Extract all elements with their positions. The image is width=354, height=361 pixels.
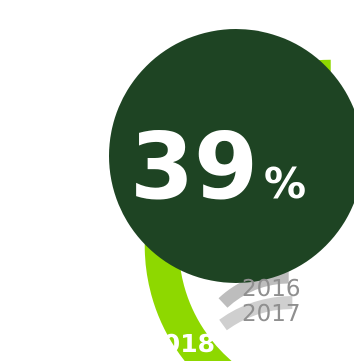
series-label-2018: 2018 <box>145 329 215 358</box>
value-number: 39 <box>130 113 258 220</box>
arc-2017 <box>218 270 289 308</box>
series-label-2016: 2016 <box>242 276 301 302</box>
value-circle <box>109 29 354 283</box>
series-label-2017: 2017 <box>242 301 301 327</box>
arc-2016 <box>219 295 293 331</box>
value-unit: % <box>264 159 306 208</box>
